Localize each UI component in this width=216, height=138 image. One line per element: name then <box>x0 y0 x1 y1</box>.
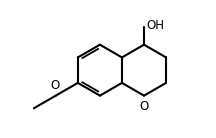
Text: O: O <box>50 79 59 92</box>
Text: O: O <box>139 100 149 113</box>
Text: OH: OH <box>146 19 164 32</box>
